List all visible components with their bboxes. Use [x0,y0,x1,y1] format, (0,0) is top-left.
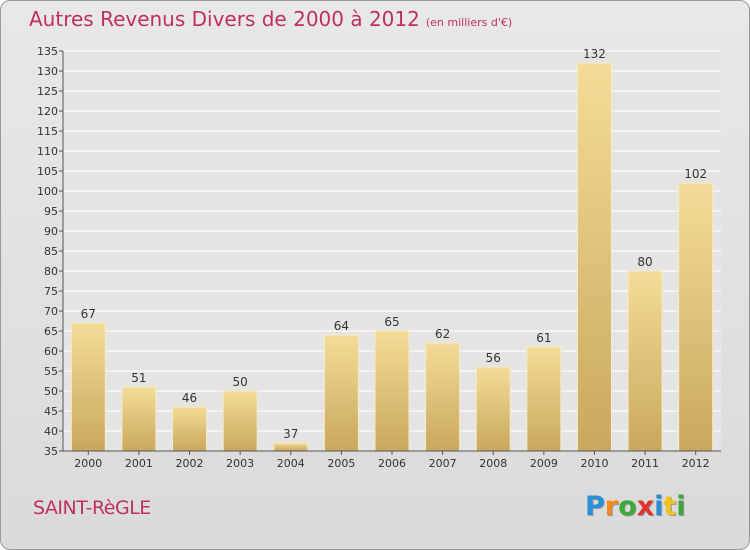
bar-value-label: 46 [182,391,197,405]
x-tick-label: 2002 [176,457,204,470]
bar-value-label: 62 [435,327,450,341]
y-tick-label: 80 [44,265,58,278]
chart-title-text: Autres Revenus Divers de 2000 à 2012 [29,7,420,31]
y-tick-label: 130 [37,65,58,78]
bar-value-label: 132 [583,47,606,61]
bar [172,406,208,452]
x-tick-label: 2004 [277,457,305,470]
bar-value-label: 50 [233,375,248,389]
bar [425,342,461,452]
logo-letter: o [618,491,637,522]
bar-value-label: 61 [536,331,551,345]
y-tick-label: 35 [44,445,58,458]
x-tick-label: 2011 [631,457,659,470]
bar [222,390,258,452]
y-tick-label: 70 [44,305,58,318]
y-tick-label: 65 [44,325,58,338]
bar-value-label: 80 [637,255,652,269]
town-name: SAINT-RèGLE [33,497,151,519]
bars: 67 51 46 50 37 64 65 62 56 61 132 80 102 [70,47,714,452]
bar-value-label: 37 [283,427,298,441]
x-tick-label: 2010 [580,457,608,470]
bar [627,270,663,452]
bar [121,386,157,452]
logo-letter: i [654,491,664,522]
chart-title: Autres Revenus Divers de 2000 à 2012 (en … [29,7,512,31]
bar [678,182,714,452]
bar [273,442,309,452]
y-tick-label: 90 [44,225,58,238]
bar [70,322,106,452]
y-tick-label: 120 [37,105,58,118]
logo-letter: x [636,491,655,522]
x-tick-label: 2006 [378,457,406,470]
chart-title-unit: (en milliers d'€) [425,16,513,29]
y-tick-label: 100 [37,185,58,198]
x-tick-label: 2012 [682,457,710,470]
bar-value-label: 102 [684,167,707,181]
y-tick-label: 75 [44,285,58,298]
bar-value-label: 65 [384,315,399,329]
logo-letter: P [585,491,605,522]
y-tick-label: 110 [37,145,58,158]
bar [576,62,612,452]
y-tick-label: 40 [44,425,58,438]
y-tick-label: 60 [44,345,58,358]
bar-value-label: 67 [81,307,96,321]
bar [526,346,562,452]
bar-value-label: 51 [131,371,146,385]
x-tick-label: 2000 [74,457,102,470]
bar-value-label: 56 [486,351,501,365]
x-tick-label: 2003 [226,457,254,470]
y-tick-label: 50 [44,385,58,398]
logo-letter: r [604,491,619,522]
logo-letter: i [676,491,686,522]
bar [323,334,359,452]
bar [374,330,410,452]
y-tick-label: 105 [37,165,58,178]
proxiti-logo: Proxiti [585,491,686,522]
bar [475,366,511,452]
x-tick-label: 2008 [479,457,507,470]
x-tick-label: 2009 [530,457,558,470]
x-tick-label: 2007 [429,457,457,470]
y-tick-label: 55 [44,365,58,378]
y-tick-label: 95 [44,205,58,218]
bar-value-label: 64 [334,319,349,333]
axes: 35 40 45 50 55 60 65 70 75 80 85 90 95 100 105 110 115 12… [37,45,721,470]
y-tick-label: 45 [44,405,58,418]
x-tick-label: 2001 [125,457,153,470]
x-tick-label: 2005 [327,457,355,470]
y-tick-label: 135 [37,45,58,58]
y-tick-label: 115 [37,125,58,138]
logo-letter: t [663,491,677,522]
y-tick-label: 125 [37,85,58,98]
y-tick-label: 85 [44,245,58,258]
